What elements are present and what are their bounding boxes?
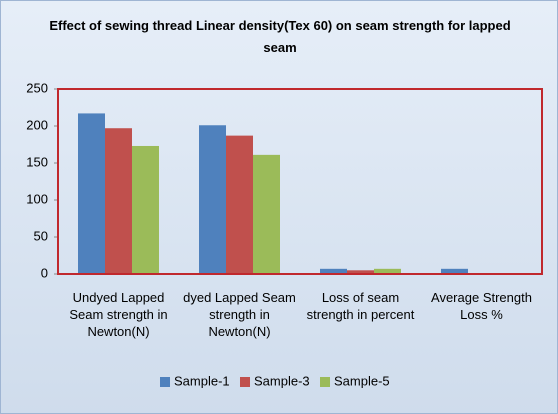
legend-swatch [160, 377, 170, 387]
x-tick-label: dyed Lapped Seam strength in Newton(N) [183, 290, 296, 339]
bar [441, 268, 468, 274]
legend-label: Sample-1 [174, 373, 230, 388]
bar [78, 113, 105, 274]
bar [105, 128, 132, 274]
x-tick-label: Loss of seam strength in percent [306, 290, 415, 322]
bar [199, 125, 226, 274]
legend-swatch [240, 377, 250, 387]
legend-swatch [320, 377, 330, 387]
bar [253, 154, 280, 274]
y-tick-label: 50 [34, 228, 48, 243]
y-tick-label: 200 [26, 117, 48, 132]
y-tick-label: 250 [26, 80, 48, 95]
bar [320, 268, 347, 274]
plot-border [57, 88, 543, 275]
y-tick-label: 100 [26, 191, 48, 206]
bar [132, 145, 159, 274]
x-tick-label: Average Strength Loss % [431, 290, 532, 322]
y-tick-label: 0 [41, 265, 48, 280]
y-tick-label: 150 [26, 154, 48, 169]
legend-label: Sample-5 [334, 373, 390, 388]
legend-label: Sample-3 [254, 373, 310, 388]
bar [226, 135, 253, 274]
bar [374, 268, 401, 274]
chart-title: Effect of sewing thread Linear density(T… [49, 18, 511, 55]
bar [347, 270, 374, 274]
x-tick-label: Undyed Lapped Seam strength in Newton(N) [69, 290, 168, 339]
